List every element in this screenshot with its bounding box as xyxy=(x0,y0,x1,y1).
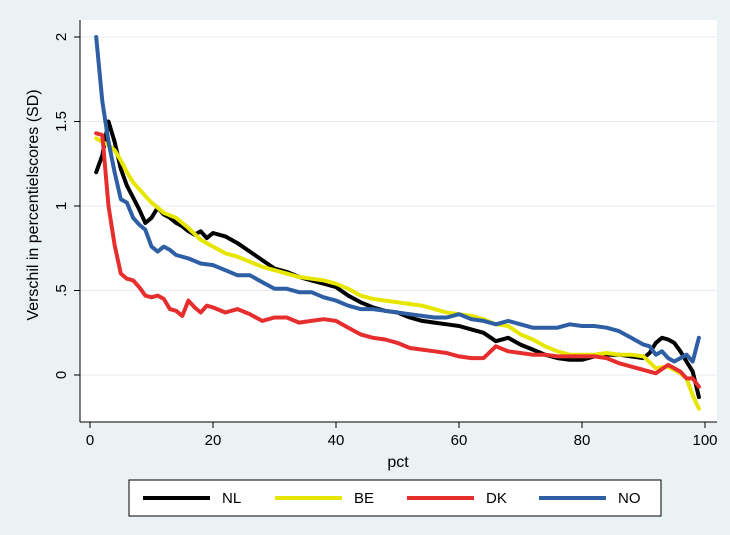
x-tick-label: 0 xyxy=(86,432,94,449)
series-line-no xyxy=(94,35,701,364)
x-axis-label: pct xyxy=(387,454,409,471)
legend: NL BE DK NO xyxy=(128,479,662,517)
series-line-be xyxy=(94,136,701,411)
axes: 0.511.520 20 40 60 80 100 xyxy=(53,20,718,449)
x-tick-label: 40 xyxy=(328,432,345,449)
legend-label-be: BE xyxy=(354,490,374,507)
y-axis-label: Verschil in percentielscores (SD) xyxy=(25,89,42,320)
x-tick-label: 60 xyxy=(451,432,468,449)
x-tick-label: 20 xyxy=(205,432,222,449)
legend-label-no: NO xyxy=(618,490,641,507)
y-tick-label: 0 xyxy=(53,371,70,379)
y-tick-label: .5 xyxy=(53,284,70,297)
series-line-dk xyxy=(94,131,701,389)
legend-label-dk: DK xyxy=(486,490,507,507)
x-tick-label: 80 xyxy=(574,432,591,449)
y-tick-label: 2 xyxy=(53,33,70,41)
legend-label-nl: NL xyxy=(222,490,241,507)
series-lines xyxy=(94,35,701,411)
x-tick-label: 100 xyxy=(692,432,717,449)
y-tick-label: 1 xyxy=(53,202,70,210)
y-tick-label: 1.5 xyxy=(53,111,70,132)
gridlines xyxy=(80,36,717,376)
